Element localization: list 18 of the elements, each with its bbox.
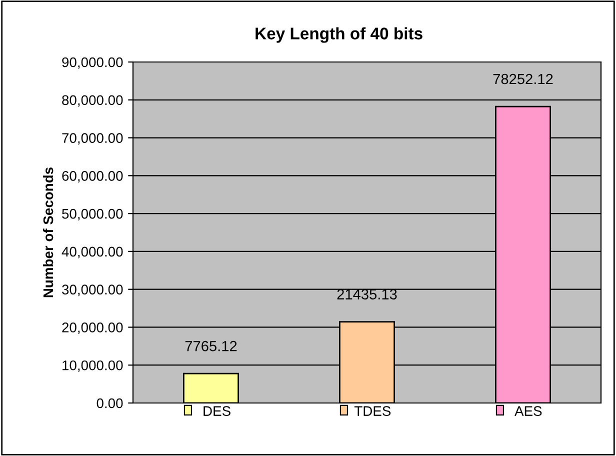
data-label: 21435.13 [337, 289, 397, 300]
y-axis-title: Number of Seconds [42, 167, 54, 298]
y-tick-label: 80,000.00 [62, 95, 123, 107]
y-tick-label: 50,000.00 [62, 208, 123, 220]
chart-title: Key Length of 40 bits [256, 27, 422, 43]
y-tick-label: 0.00 [96, 398, 123, 408]
data-label: 7765.12 [185, 340, 237, 352]
y-tick-label: 20,000.00 [62, 322, 123, 334]
y-tick-label: 60,000.00 [62, 171, 123, 182]
y-tick-label: 30,000.00 [62, 284, 123, 296]
x-tick-label: AES [514, 406, 542, 416]
y-tick-label: 90,000.00 [62, 57, 123, 69]
y-tick-label: 10,000.00 [62, 360, 123, 372]
data-label: 78252.12 [493, 74, 553, 84]
x-tick-label: TDES [354, 406, 391, 416]
x-tick-label: DES [204, 406, 230, 416]
y-tick-label: 70,000.00 [62, 133, 123, 145]
y-tick-label: 40,000.00 [62, 246, 123, 258]
